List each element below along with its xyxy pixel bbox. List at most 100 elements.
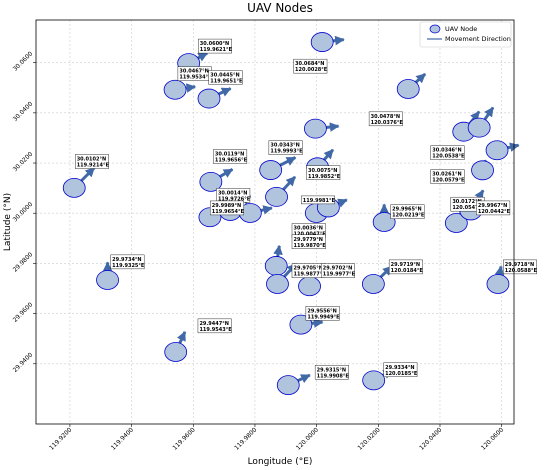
annotation-text: 120.0219°E bbox=[392, 213, 425, 219]
x-axis-label: Longitude (°E) bbox=[248, 457, 313, 467]
uav-node bbox=[396, 79, 420, 99]
annotation-text: 119.9949°E bbox=[307, 314, 340, 320]
y-tick-label: 30.0400 bbox=[12, 100, 35, 123]
annotation-text: 30.0684°N bbox=[295, 61, 324, 67]
annotation-text: 119.9534°E bbox=[179, 75, 212, 81]
x-tick-label: 119.9600 bbox=[171, 426, 196, 451]
annotation-text: 29.9719°N bbox=[391, 262, 420, 268]
uav-node bbox=[372, 212, 396, 232]
annotation-text: 119.9543°E bbox=[199, 327, 232, 333]
annotation-text: 29.9734°N bbox=[112, 257, 141, 263]
uav-node bbox=[96, 270, 119, 290]
annotation-box bbox=[430, 145, 465, 160]
annotation-text: 29.9779°N bbox=[294, 237, 323, 243]
x-tick-label: 120.0200 bbox=[357, 426, 382, 451]
annotation-text: 119.9726°E bbox=[218, 196, 251, 202]
x-tick-label: 119.9800 bbox=[233, 426, 258, 451]
annotation-text: 29.9334°N bbox=[385, 365, 414, 371]
annotation-box bbox=[198, 38, 232, 54]
annotation-text: 30.0036°N bbox=[294, 226, 323, 232]
annotation-box bbox=[430, 169, 465, 184]
y-tick-label: 29.9800 bbox=[12, 251, 35, 274]
annotation-box bbox=[321, 263, 355, 278]
annotation-text: 120.0184°E bbox=[391, 268, 424, 274]
annotation-text: 119.9325°E bbox=[112, 263, 145, 269]
annotation-text: 120.0376°E bbox=[371, 120, 404, 126]
annotation-text: 120.0442°E bbox=[478, 209, 511, 215]
legend-arrow-label: Movement Direction bbox=[445, 35, 511, 43]
plot-area bbox=[36, 20, 514, 424]
annotation-text: 120.0185°E bbox=[385, 371, 418, 377]
annotation-text: 30.0075°N bbox=[308, 168, 337, 174]
node-annotation: 119.9981°E bbox=[301, 195, 336, 205]
x-tick-label: 119.9400 bbox=[110, 426, 135, 451]
annotation-text: 119.9993°E bbox=[270, 149, 303, 155]
annotation-text: 119.9654°E bbox=[212, 209, 245, 215]
annotation-text: 30.0102°N bbox=[77, 157, 106, 163]
annotation-text: 29.9989°N bbox=[212, 203, 241, 209]
legend-node-marker bbox=[429, 24, 441, 34]
annotation-text: 30.0172°N bbox=[452, 199, 481, 205]
uav-node bbox=[199, 171, 223, 192]
plot-frame bbox=[35, 19, 515, 425]
annotation-text: 119.9977°E bbox=[323, 272, 356, 278]
chart-title: UAV Nodes bbox=[247, 1, 313, 15]
uav-node bbox=[298, 276, 321, 297]
annotation-box bbox=[503, 259, 537, 275]
uav-node bbox=[266, 274, 289, 294]
y-axis-label: Latitude (°N) bbox=[3, 193, 13, 251]
annotation-text: 119.9870°E bbox=[294, 243, 327, 249]
uav-node bbox=[467, 117, 491, 138]
annotation-text: 119.9877°E bbox=[294, 272, 327, 278]
annotation-box bbox=[383, 362, 418, 377]
uav-node bbox=[303, 118, 327, 139]
y-tick-label: 30.0600 bbox=[12, 50, 35, 73]
annotation-text: 29.9967°N bbox=[478, 203, 507, 209]
annotation-box bbox=[476, 200, 511, 216]
annotation-text: 119.9651°E bbox=[210, 78, 243, 84]
uav-node bbox=[361, 274, 385, 294]
node-annotations: 30.0600°N119.9621°E30.0467°N119.9534°E30… bbox=[75, 38, 538, 380]
x-tick-label: 120.0400 bbox=[418, 426, 443, 451]
annotation-text: 119.9214°E bbox=[77, 163, 110, 169]
uav-node bbox=[264, 256, 288, 276]
uav-node bbox=[486, 274, 510, 294]
annotation-text: 30.0600°N bbox=[200, 41, 229, 47]
annotation-text: 30.0014°N bbox=[218, 190, 247, 196]
uav-node bbox=[485, 140, 509, 161]
uav-node bbox=[444, 213, 468, 233]
annotation-text: 120.0538°E bbox=[432, 154, 465, 160]
annotation-box bbox=[75, 154, 109, 169]
uav-node bbox=[265, 187, 288, 207]
annotation-box bbox=[388, 259, 423, 275]
y-tick-label: 29.9400 bbox=[12, 351, 35, 374]
annotation-text: 30.0261°N bbox=[432, 172, 461, 178]
annotation-text: 120.0547°E bbox=[452, 205, 485, 211]
uav-node bbox=[276, 375, 300, 396]
x-axis-ticks: 119.9200 119.9400 119.9600 119.9800 120.0000… bbox=[48, 424, 505, 452]
annotation-box bbox=[110, 254, 145, 270]
x-tick-label: 119.9200 bbox=[48, 426, 73, 451]
annotation-text: 29.9705°N bbox=[294, 266, 323, 272]
uav-node bbox=[164, 342, 188, 362]
annotation-box bbox=[197, 318, 232, 334]
annotation-text: 120.0579°E bbox=[432, 178, 465, 184]
annotation-box bbox=[305, 306, 340, 321]
annotation-box bbox=[368, 111, 403, 127]
uav-node bbox=[197, 88, 221, 109]
uav-node bbox=[310, 32, 334, 52]
y-tick-label: 30.0000 bbox=[12, 201, 35, 224]
